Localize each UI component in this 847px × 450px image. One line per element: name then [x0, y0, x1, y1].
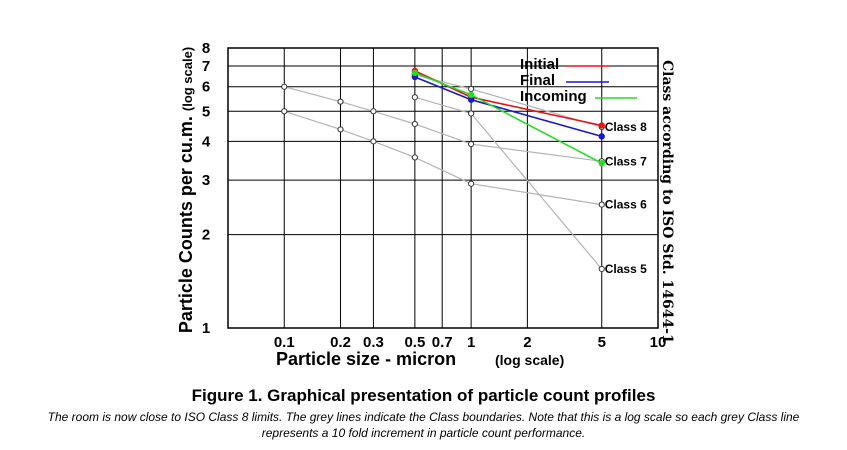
- plot-frame: [227, 47, 659, 329]
- y-tick-label: 5: [202, 103, 210, 120]
- y-axis-label-main: Particle Counts per cu.m.: [176, 111, 196, 333]
- x-tick-label: 10: [650, 334, 667, 351]
- class-line-marker: [411, 94, 418, 101]
- class-label: Class 5: [605, 262, 647, 276]
- series-point-incoming: [598, 160, 605, 167]
- x-tick-label: 0.1: [274, 334, 295, 351]
- data-series: [411, 67, 605, 167]
- class-line-marker: [411, 154, 418, 161]
- class-line-marker: [337, 98, 344, 105]
- y-tick-label: 8: [202, 40, 210, 57]
- y-tick-label: 4: [202, 133, 211, 150]
- class-line-marker: [468, 140, 475, 148]
- x-axis-label-note: (log scale): [495, 352, 564, 368]
- x-tick-label: 2: [523, 334, 531, 351]
- x-tick-label: 0.3: [363, 334, 384, 351]
- particle-count-chart: Class 8 Class 7 Class 6 Class 5 InitialFina…: [176, 40, 675, 369]
- class-label: Class 8: [605, 120, 647, 134]
- legend-label-incoming: Incoming: [520, 88, 587, 105]
- grid: [228, 47, 659, 329]
- right-axis-label: Class according to ISO Std. 14644-1: [659, 60, 675, 344]
- class-line-marker: [598, 265, 605, 273]
- class-line-marker: [370, 138, 377, 145]
- x-tick-label: 1: [467, 334, 475, 351]
- figure-title: Figure 1. Graphical presentation of part…: [191, 386, 656, 405]
- class-line-marker: [468, 85, 475, 93]
- class-line-marker: [598, 201, 605, 208]
- class-line-4: [414, 96, 603, 270]
- x-tick-label: 5: [598, 334, 606, 351]
- series-point-initial: [598, 122, 605, 129]
- x-axis-label: Particle size - micron: [276, 349, 456, 369]
- class-line-marker: [468, 180, 475, 187]
- series-point-incoming: [467, 91, 475, 99]
- class-line-marker: [337, 126, 344, 133]
- y-tick-label: 2: [202, 227, 210, 244]
- series-line-final: [414, 76, 602, 138]
- y-tick-label: 3: [202, 172, 210, 189]
- class-label: Class 6: [605, 198, 647, 212]
- y-axis-label: Particle Counts per cu.m. (log scale): [176, 47, 196, 333]
- x-tick-label: 0.5: [404, 334, 425, 351]
- class-line-marker: [468, 110, 475, 117]
- class-boundary-lines: Class 8 Class 7 Class 6 Class 5: [281, 71, 647, 276]
- class-line-3: [284, 110, 602, 206]
- y-tick-label: 1: [202, 320, 210, 337]
- legend-label-initial: Initial: [520, 56, 559, 73]
- figure-caption: The room is now close to ISO Class 8 lim…: [47, 410, 800, 440]
- y-tick-label: 7: [202, 58, 210, 75]
- y-axis-label-note: (log scale): [180, 47, 195, 111]
- y-tick-label: 6: [202, 79, 210, 96]
- class-line-marker: [281, 83, 288, 90]
- class-line-2: [284, 86, 602, 162]
- legend-label-final: Final: [520, 72, 555, 89]
- class-line-marker: [370, 108, 377, 115]
- class-label: Class 7: [605, 154, 647, 168]
- series-point-final: [467, 96, 475, 103]
- series-point-incoming: [411, 69, 419, 77]
- series-point-final: [598, 133, 605, 140]
- class-line-marker: [411, 120, 418, 128]
- class-line-marker: [281, 108, 288, 115]
- x-tick-label: 0.7: [432, 334, 453, 351]
- x-tick-label: 0.2: [330, 334, 351, 351]
- axes: 0.1 0.2 0.3 0.5 0.7 1 2 5 10 1 2 3 4 5 6 78 Particle Cou…: [176, 40, 675, 369]
